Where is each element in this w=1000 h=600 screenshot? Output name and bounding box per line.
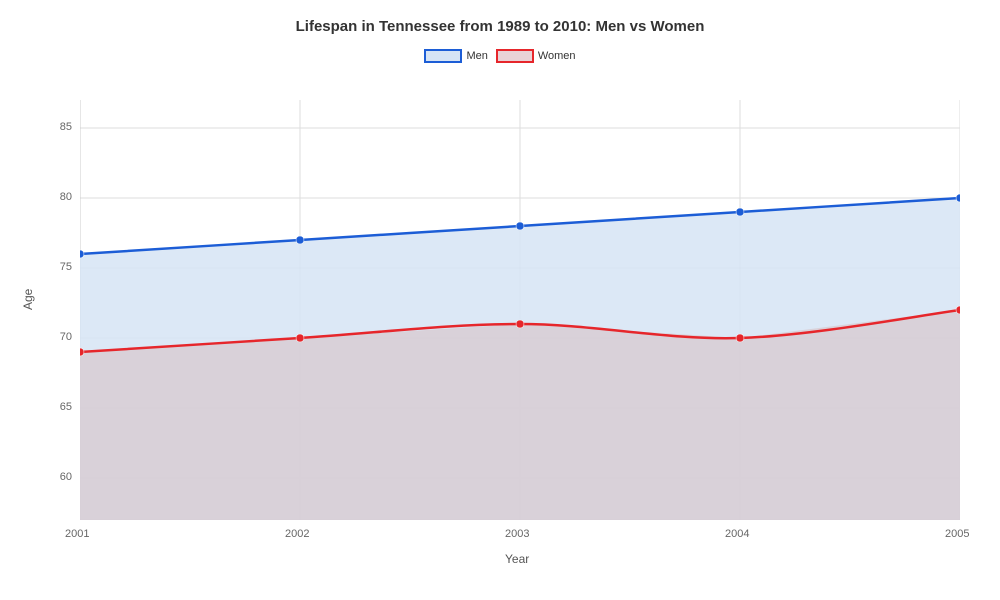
- legend: Men Women: [0, 49, 1000, 63]
- y-tick: 85: [60, 121, 72, 133]
- legend-label-men: Men: [466, 50, 487, 62]
- plot-area: [80, 100, 960, 520]
- x-tick: 2002: [285, 528, 309, 540]
- y-tick: 65: [60, 401, 72, 413]
- legend-label-women: Women: [538, 50, 576, 62]
- chart-title: Lifespan in Tennessee from 1989 to 2010:…: [0, 0, 1000, 35]
- x-tick: 2003: [505, 528, 529, 540]
- y-tick: 80: [60, 191, 72, 203]
- x-tick: 2005: [945, 528, 969, 540]
- x-tick: 2004: [725, 528, 749, 540]
- y-tick: 70: [60, 331, 72, 343]
- chart-container: Lifespan in Tennessee from 1989 to 2010:…: [0, 0, 1000, 600]
- y-tick: 60: [60, 471, 72, 483]
- legend-item-women: Women: [496, 49, 576, 63]
- legend-item-men: Men: [424, 49, 487, 63]
- y-axis-label: Age: [21, 289, 35, 310]
- legend-swatch-men: [424, 49, 462, 63]
- legend-swatch-women: [496, 49, 534, 63]
- x-tick: 2001: [65, 528, 89, 540]
- y-tick: 75: [60, 261, 72, 273]
- x-axis-label: Year: [505, 552, 529, 566]
